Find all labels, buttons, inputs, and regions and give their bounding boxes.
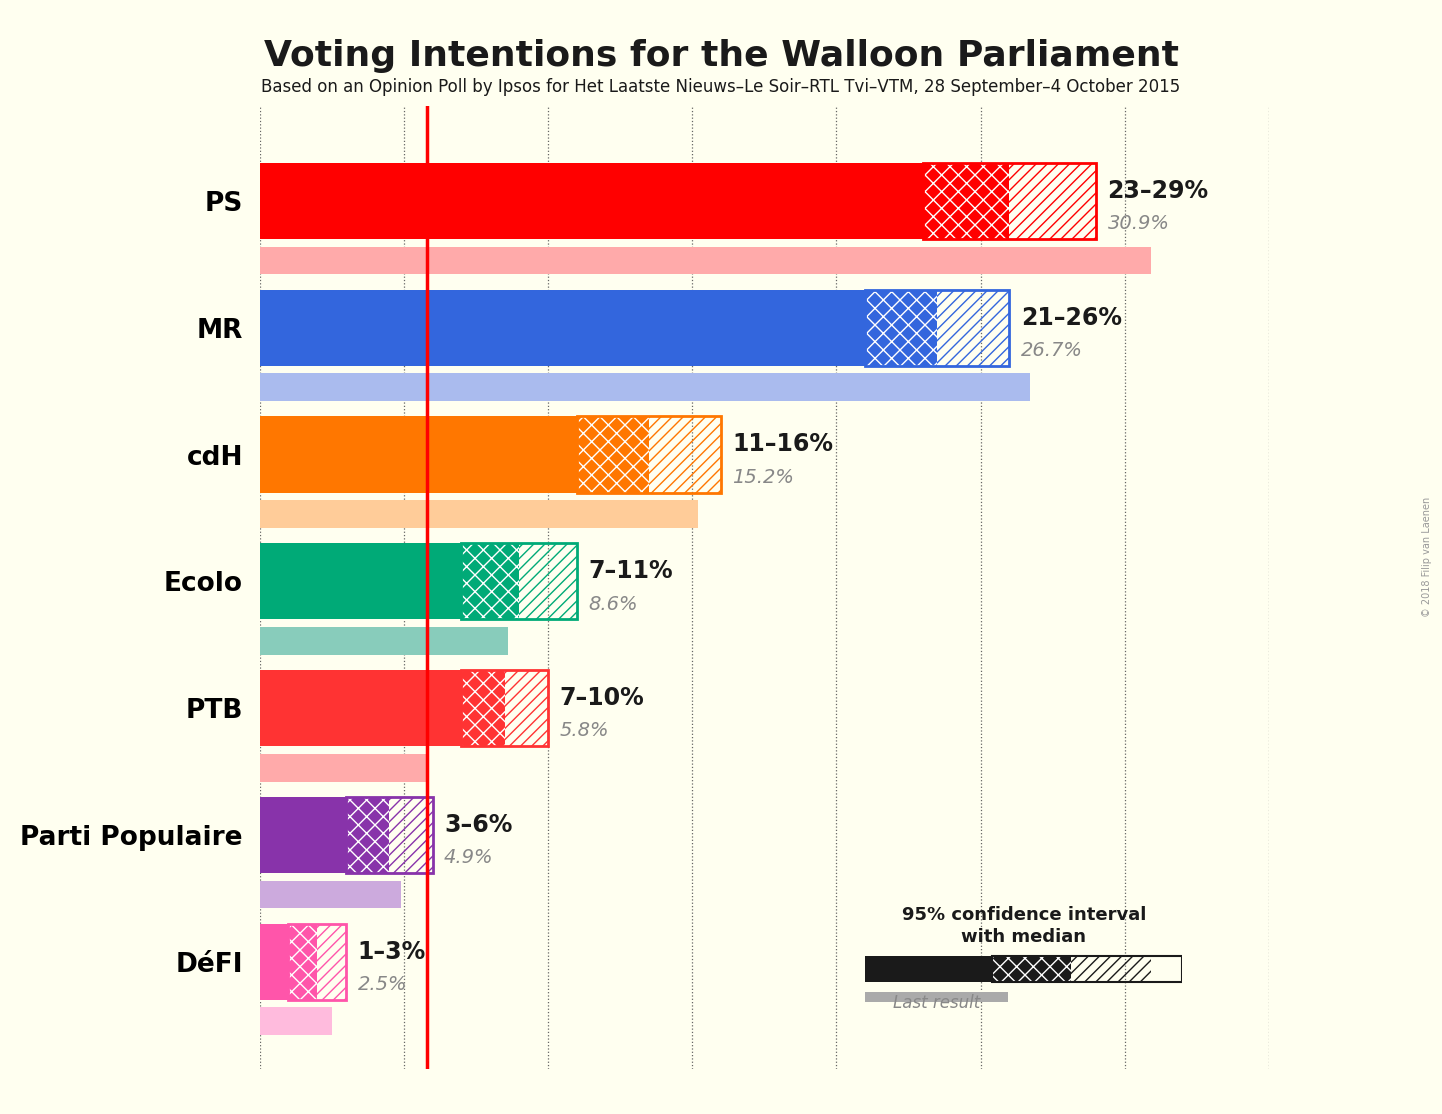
Bar — [317, 924, 346, 999]
Bar — [865, 290, 1009, 365]
Bar — [260, 1007, 332, 1035]
Text: 7–11%: 7–11% — [588, 559, 673, 583]
Bar — [1009, 163, 1096, 240]
Bar — [260, 670, 461, 746]
Text: 2.5%: 2.5% — [358, 975, 407, 994]
Bar — [346, 797, 389, 873]
Bar — [260, 246, 1151, 274]
Bar — [461, 670, 548, 746]
Bar — [1071, 956, 1151, 983]
Text: 23–29%: 23–29% — [1107, 178, 1208, 203]
Text: 26.7%: 26.7% — [1021, 341, 1083, 360]
Bar — [865, 991, 1008, 1003]
Bar — [346, 797, 433, 873]
Text: 21–26%: 21–26% — [1021, 305, 1122, 330]
Bar — [865, 956, 992, 983]
Text: 7–10%: 7–10% — [559, 686, 645, 710]
Text: 5.8%: 5.8% — [559, 722, 609, 741]
Text: 3–6%: 3–6% — [444, 813, 512, 837]
Bar — [389, 797, 433, 873]
Bar — [260, 544, 461, 619]
Bar — [937, 290, 1009, 365]
Bar — [288, 924, 346, 999]
Bar — [865, 290, 937, 365]
Bar — [461, 544, 577, 619]
Text: 11–16%: 11–16% — [733, 432, 833, 457]
Bar — [260, 290, 865, 365]
Text: Voting Intentions for the Walloon Parliament: Voting Intentions for the Walloon Parlia… — [264, 39, 1178, 74]
Bar — [649, 417, 721, 492]
Text: with median: with median — [962, 928, 1086, 946]
Text: Last result: Last result — [893, 994, 981, 1012]
Bar — [260, 500, 698, 528]
Bar — [461, 670, 505, 746]
Bar — [577, 417, 649, 492]
Bar — [260, 797, 346, 873]
Bar — [923, 163, 1009, 240]
Bar — [288, 924, 317, 999]
Text: 30.9%: 30.9% — [1107, 214, 1169, 233]
Text: 4.9%: 4.9% — [444, 848, 493, 867]
Bar — [260, 754, 427, 782]
Bar — [260, 924, 288, 999]
Text: 95% confidence interval: 95% confidence interval — [901, 906, 1146, 924]
Bar — [461, 544, 519, 619]
Bar — [519, 544, 577, 619]
Bar — [992, 956, 1182, 983]
Text: 8.6%: 8.6% — [588, 595, 637, 614]
Bar — [923, 163, 1096, 240]
Bar — [505, 670, 548, 746]
Text: Based on an Opinion Poll by Ipsos for Het Laatste Nieuws–Le Soir–RTL Tvi–VTM, 28: Based on an Opinion Poll by Ipsos for He… — [261, 78, 1181, 96]
Text: © 2018 Filip van Laenen: © 2018 Filip van Laenen — [1422, 497, 1432, 617]
Text: 1–3%: 1–3% — [358, 939, 425, 964]
Bar — [260, 373, 1030, 401]
Bar — [260, 627, 508, 655]
Bar — [260, 163, 923, 240]
Bar — [260, 880, 401, 908]
Text: 15.2%: 15.2% — [733, 468, 795, 487]
Bar — [577, 417, 721, 492]
Bar — [260, 417, 577, 492]
Bar — [992, 956, 1071, 983]
